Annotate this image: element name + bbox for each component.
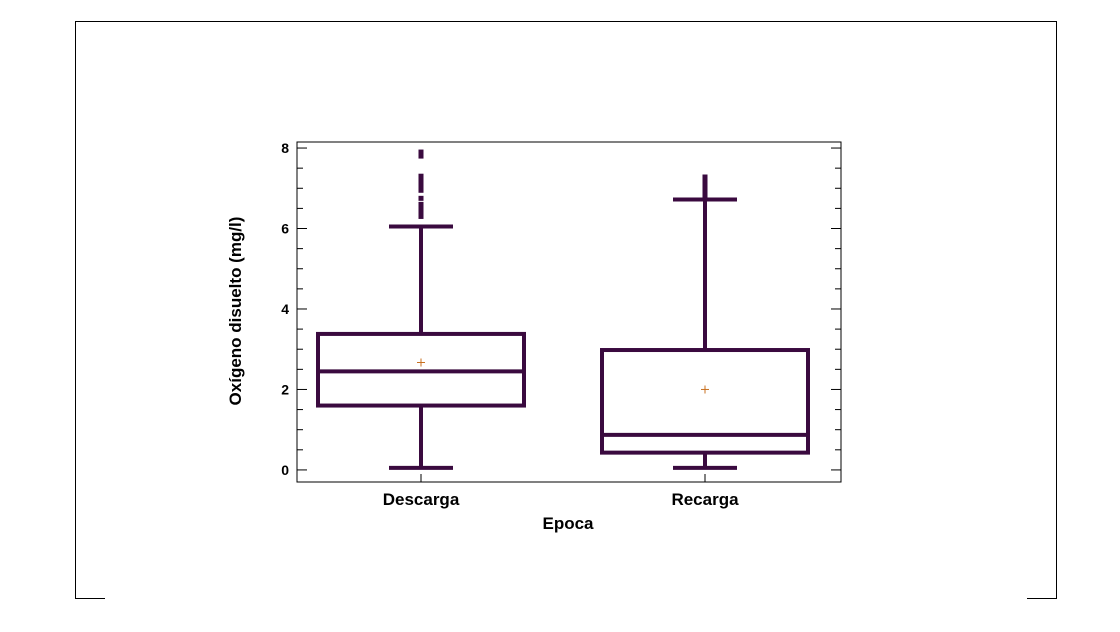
outlier-point xyxy=(418,153,424,159)
x-tick-label: Descarga xyxy=(383,490,460,509)
y-tick-label: 2 xyxy=(281,381,289,397)
y-tick-label: 6 xyxy=(281,221,289,237)
outlier-point xyxy=(418,205,424,211)
boxes xyxy=(316,149,810,470)
plot-area xyxy=(296,141,842,483)
outlier-point xyxy=(702,189,708,195)
outlier-point xyxy=(418,209,424,215)
outlier-point xyxy=(418,201,424,207)
iqr-box xyxy=(600,348,810,455)
figure-frame-right xyxy=(1056,21,1057,599)
outlier-point xyxy=(418,213,424,219)
y-tick-label: 4 xyxy=(281,301,289,317)
outlier-point xyxy=(702,174,708,180)
figure-frame-bottom-left xyxy=(75,598,105,599)
outlier-point xyxy=(418,187,424,193)
box-descarga xyxy=(316,149,526,470)
figure-frame-bottom-right xyxy=(1027,598,1057,599)
outlier-point xyxy=(702,177,708,183)
outlier-point xyxy=(702,181,708,187)
figure-frame-top xyxy=(75,21,1057,22)
outlier-point xyxy=(702,185,708,191)
outlier-point xyxy=(418,183,424,189)
figure-frame-left xyxy=(75,21,76,599)
outlier-point xyxy=(418,173,424,179)
axis-ticks xyxy=(297,147,841,482)
y-tick-label: 8 xyxy=(281,140,289,156)
outlier-point xyxy=(702,193,708,199)
outlier-point xyxy=(418,179,424,185)
y-axis-title: Oxígeno disuelto (mg/l) xyxy=(226,217,245,406)
category-labels: Descarga Recarga xyxy=(383,490,739,509)
x-tick-label: Recarga xyxy=(671,490,739,509)
outlier-point xyxy=(418,195,424,201)
y-tick-labels: 0 2 4 6 8 xyxy=(281,140,289,478)
x-axis-title: Epoca xyxy=(542,514,594,533)
y-tick-label: 0 xyxy=(281,462,289,478)
box-recarga xyxy=(600,174,810,470)
outlier-point xyxy=(418,149,424,155)
